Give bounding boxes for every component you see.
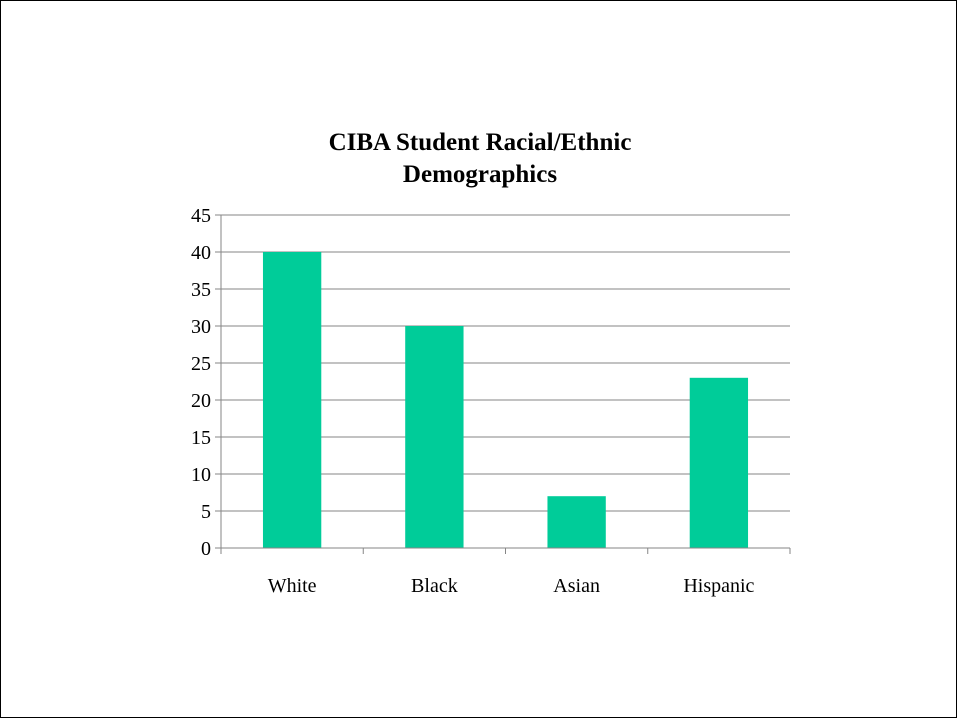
chart-title-line-2: Demographics	[402, 161, 558, 188]
y-tick-label: 45	[191, 205, 211, 227]
bar-black	[405, 326, 464, 548]
x-tick-label: Asian	[553, 575, 600, 597]
y-tick-label: 0	[201, 538, 211, 560]
y-tick-label: 25	[191, 353, 211, 375]
y-tick-label: 20	[191, 390, 211, 412]
x-tick-labels: White Black Asian Hispanic	[268, 575, 755, 597]
bar-white	[262, 252, 322, 548]
chart-title-line-1: CIBA Student Racial/Ethnic	[328, 129, 632, 156]
x-tick-label: Black	[411, 575, 458, 597]
y-tick-label: 15	[191, 427, 211, 449]
y-tick-label: 40	[191, 242, 211, 264]
y-tick-label: 30	[191, 316, 211, 338]
x-tick-label: Hispanic	[683, 575, 754, 597]
x-tick-label: White	[268, 575, 317, 597]
axes	[215, 214, 791, 554]
chart-title: CIBA Student Racial/Ethnic Demographics	[230, 127, 730, 191]
bar-asian	[547, 496, 606, 548]
y-tick-labels: 0 5 10 15 20 25 30 35 40 45	[191, 205, 211, 560]
y-tick-label: 35	[191, 279, 211, 301]
y-tick-label: 10	[191, 464, 211, 486]
bars	[262, 252, 749, 548]
bar-hispanic	[689, 377, 749, 548]
y-tick-label: 5	[201, 501, 211, 523]
